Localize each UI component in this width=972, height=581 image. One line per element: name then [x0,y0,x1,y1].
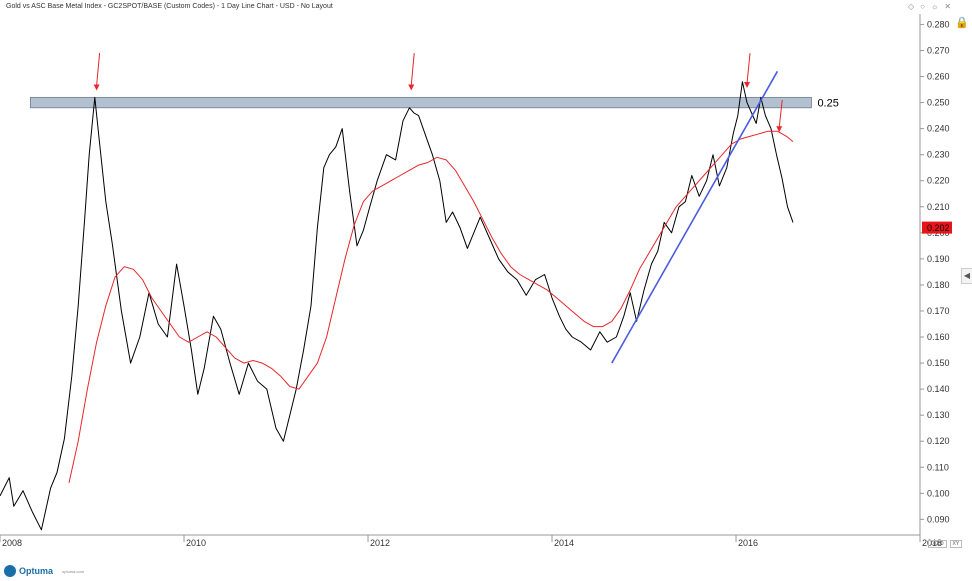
x-tick-label: 2008 [2,538,22,548]
chart-title: Gold vs ASC Base Metal Index - GC2SPOT/B… [6,3,333,10]
arrow-shaft [96,53,101,86]
scale-value[interactable]: 0.000 [928,540,947,548]
arrow-shaft [778,99,783,128]
circle-icon[interactable]: ○ [920,2,925,11]
y-tick-label: 0.140 [927,384,950,394]
x-tick-label: 2014 [554,538,574,548]
scale-unit[interactable]: XY [949,540,963,548]
arrow-head [408,84,415,91]
window-controls: ◇ ○ ☼ ✕ [908,2,951,11]
y-tick-label: 0.120 [927,436,950,446]
current-value-box [922,221,952,234]
y-tick-label: 0.240 [927,124,950,134]
close-icon[interactable]: ✕ [944,2,952,11]
y-tick-label: 0.130 [927,410,950,420]
y-tick-label: 0.170 [927,306,950,316]
resistance-band [29,96,812,109]
x-tick-label: 2010 [186,538,206,548]
y-tick-label: 0.160 [927,332,950,342]
logo-text: Optuma [19,566,54,576]
scale-controls[interactable]: 0.000 XY [928,540,963,548]
current-value-label: 0.202 [927,223,950,233]
y-tick-label: 0.180 [927,280,950,290]
resistance-label: 0.25 [817,98,838,110]
y-tick-label: 0.270 [927,45,950,55]
x-tick-label: 2018 [922,538,942,548]
y-tick-label: 0.220 [927,176,950,186]
y-tick-label: 0.110 [927,462,949,472]
arrow-head [776,126,783,133]
x-tick-label: 2016 [738,538,758,548]
settings-icon[interactable]: ☼ [931,2,939,11]
y-tick-label: 0.100 [927,488,950,498]
arrow-shaft [746,53,751,83]
y-tick-label: 0.260 [927,72,950,82]
footer-url: optuma.com [62,568,85,574]
arrow-shaft [410,53,415,86]
moving-average-line [68,130,794,484]
x-tick-label: 2012 [370,538,390,548]
y-tick-label: 0.190 [927,254,950,264]
y-tick-label: 0.280 [927,19,950,29]
y-tick-label: 0.250 [927,98,950,108]
arrow-head [93,84,100,91]
y-tick-label: 0.210 [927,202,950,212]
y-tick-label: 0.150 [927,358,950,368]
collapse-panel-button[interactable]: ◀ [961,268,972,284]
trendline [611,70,779,364]
y-tick-label: 0.230 [927,150,950,160]
diamond-icon[interactable]: ◇ [908,2,915,11]
optuma-logo-icon [4,565,16,577]
y-tick-label: 0.090 [927,514,950,524]
optuma-logo: Optuma optuma.com [4,565,84,577]
price-line [0,81,794,531]
lock-icon[interactable]: 🔒 [955,17,969,29]
arrow-head [744,81,751,88]
